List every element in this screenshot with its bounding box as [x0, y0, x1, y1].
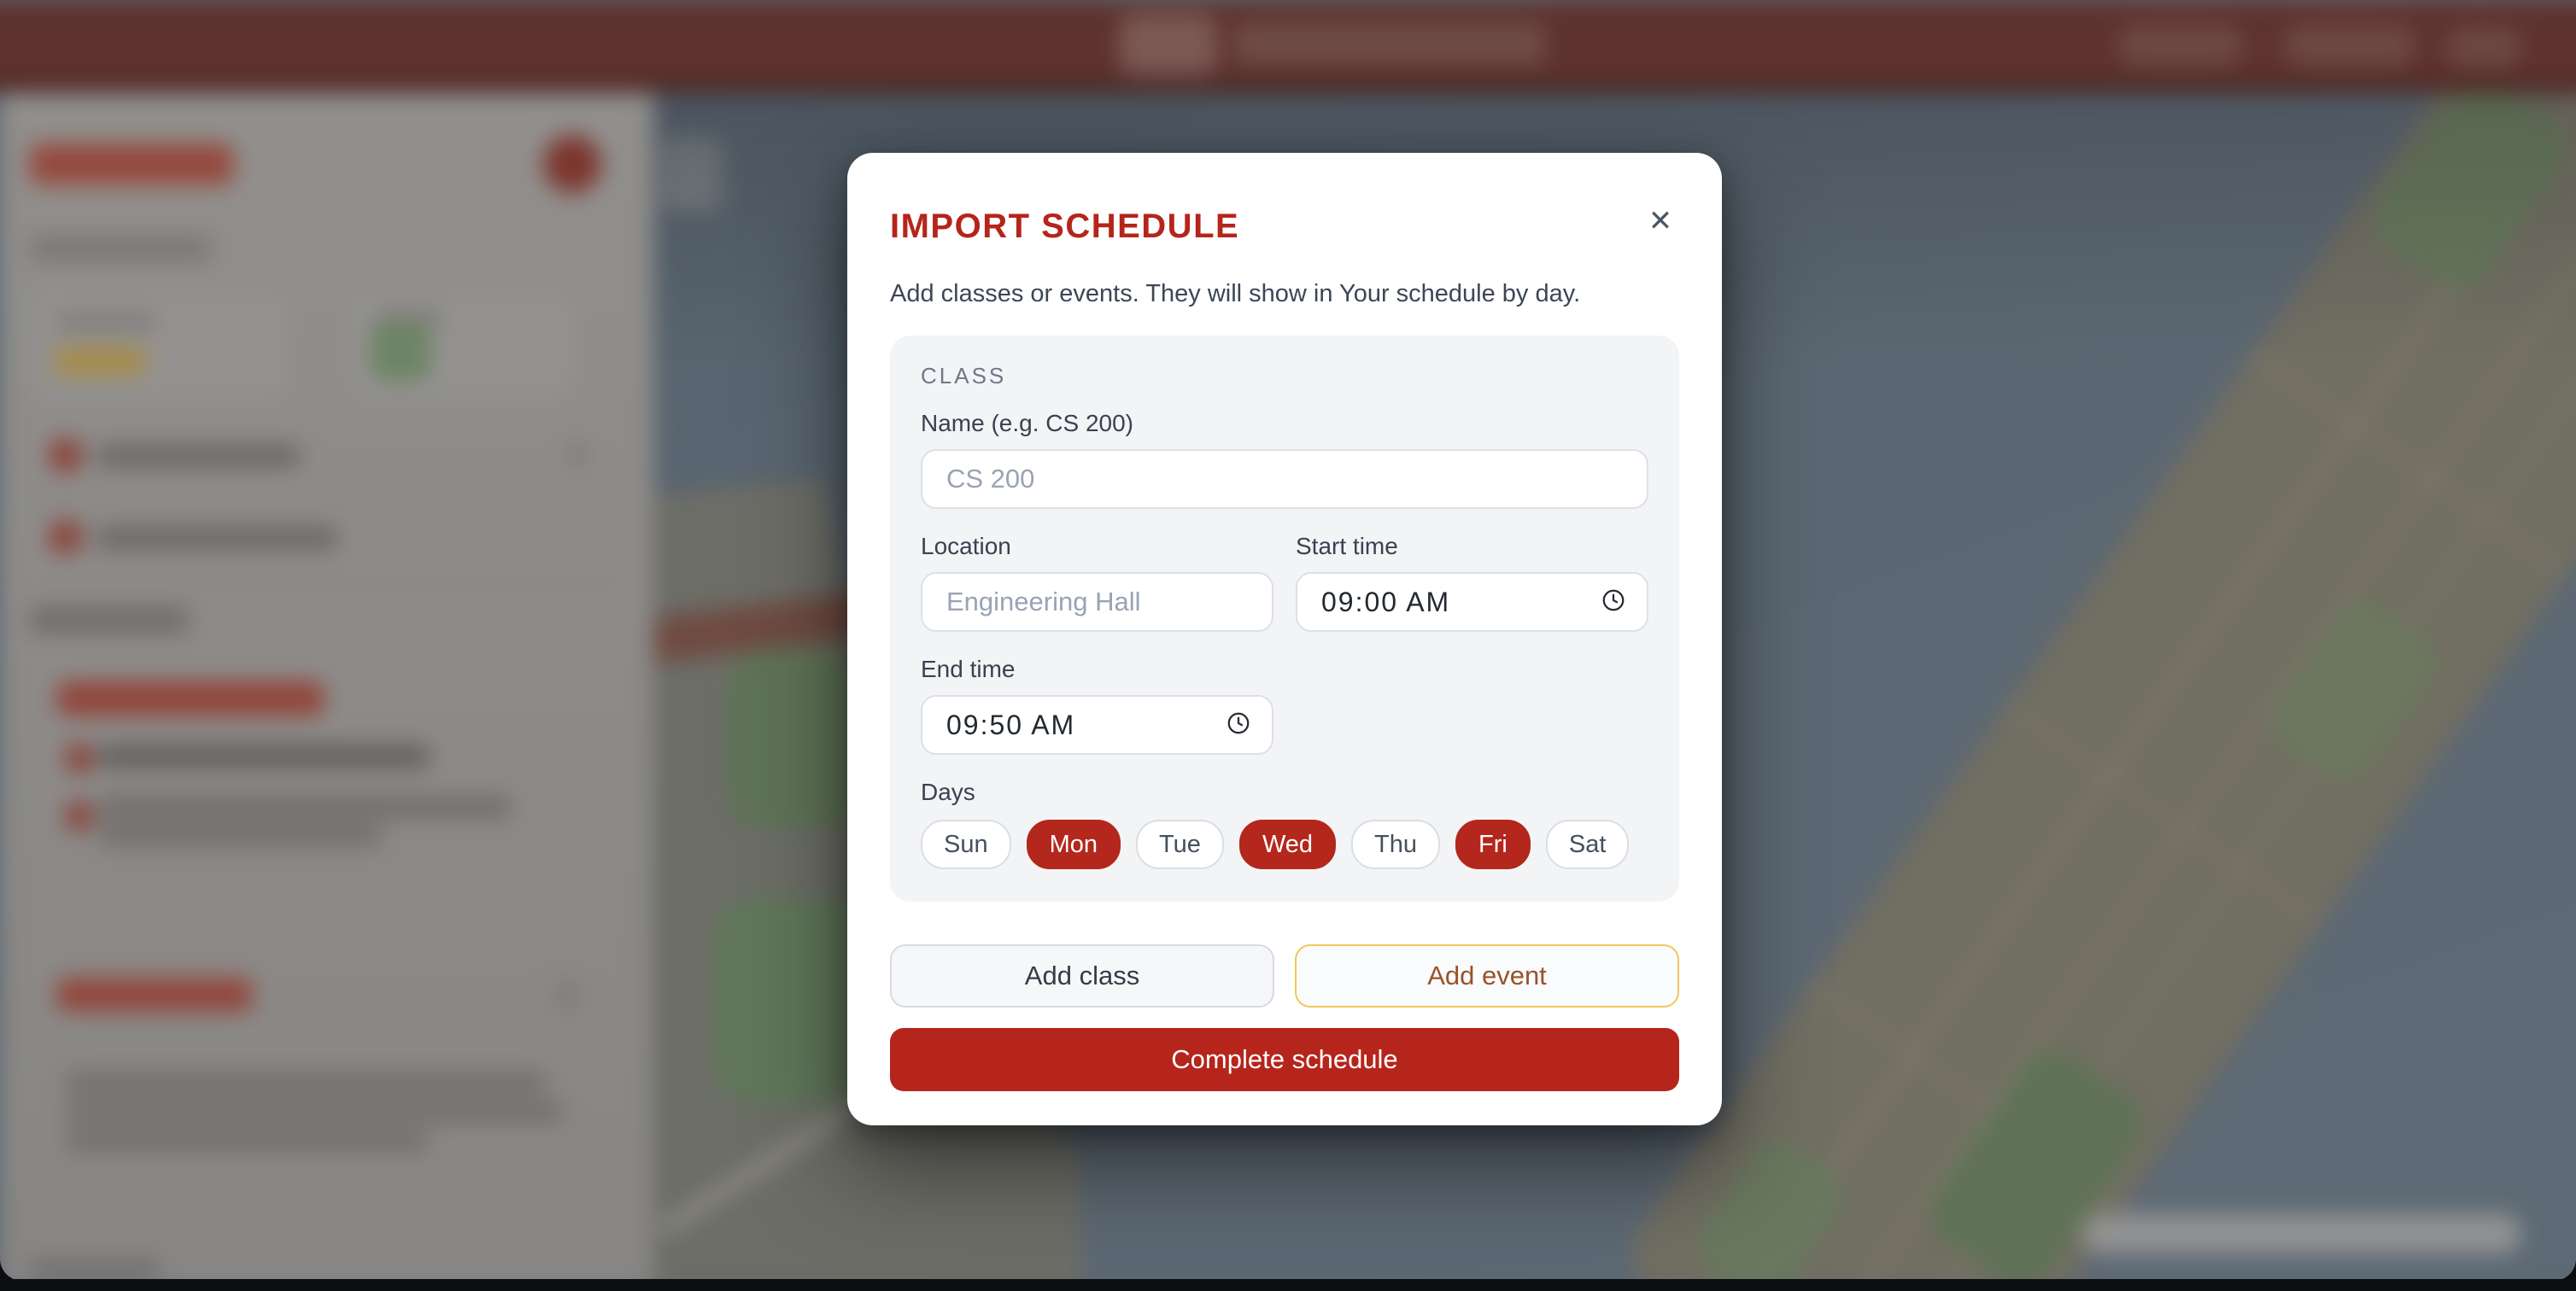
map-attribution-blob: [2082, 1214, 2521, 1253]
sidebar-alert-2-icon: [64, 801, 95, 832]
sidebar-red-heading-blob: [57, 681, 324, 716]
nav-link-blob-1: [2116, 24, 2245, 67]
dialog-title: IMPORT SCHEDULE: [890, 207, 1240, 245]
sidebar-stat-card-2: [354, 297, 570, 393]
close-icon: ✕: [1648, 205, 1673, 237]
sidebar-row-1-chevron: [569, 442, 586, 468]
clock-icon[interactable]: [1226, 710, 1251, 740]
end-time-input[interactable]: 09:50 AM: [921, 695, 1273, 755]
sidebar-row-2-text: [96, 526, 338, 550]
class-name-input[interactable]: [921, 449, 1648, 509]
sidebar-card-red-heading: [57, 978, 252, 1011]
class-section-label: CLASS: [921, 363, 1007, 388]
sidebar-row-1-icon: [50, 439, 82, 471]
sidebar-row-2-icon: [50, 521, 82, 553]
app-logo-icon: [1119, 14, 1217, 75]
bottom-screen-edge: [0, 1279, 2576, 1291]
complete-schedule-button[interactable]: Complete schedule: [890, 1028, 1679, 1091]
start-time-value: 09:00 AM: [1321, 586, 1451, 617]
stat-card-2-label: [375, 309, 445, 326]
start-time-input[interactable]: 09:00 AM: [1296, 572, 1648, 632]
import-schedule-dialog: IMPORT SCHEDULE ✕ Add classes or events.…: [847, 153, 1722, 1125]
nav-link-blob-3: [2444, 27, 2523, 67]
class-form-card: CLASS Name (e.g. CS 200) Location Start …: [890, 336, 1679, 902]
sidebar-card-text-line3: [66, 1130, 428, 1151]
island-park-3: [2259, 590, 2449, 794]
map-zoom-control-blob: [661, 137, 723, 212]
sidebar-card-text-line1: [66, 1072, 546, 1093]
sidebar-divider-1: [30, 499, 624, 501]
stat-card-1-label: [55, 313, 157, 331]
name-label: Name (e.g. CS 200): [921, 410, 1133, 436]
days-label: Days: [921, 779, 975, 805]
end-time-label: End time: [921, 656, 1016, 682]
location-input[interactable]: [921, 572, 1273, 632]
add-event-button[interactable]: Add event: [1295, 944, 1679, 1008]
days-row: Sun Mon Tue Wed Thu Fri Sat: [921, 820, 1648, 869]
sidebar-divider-2: [30, 579, 624, 581]
island-park-5: [1683, 1129, 1856, 1281]
sidebar-title-blob: [30, 143, 233, 184]
sidebar-stat-card-1: [36, 297, 285, 393]
day-chip-tue[interactable]: Tue: [1136, 820, 1224, 869]
day-chip-mon[interactable]: Mon: [1026, 820, 1121, 869]
dialog-header: IMPORT SCHEDULE ✕: [890, 202, 1679, 246]
day-chip-wed[interactable]: Wed: [1238, 820, 1337, 869]
sidebar-card-chevron: [557, 982, 576, 1008]
sidebar-alert-2-text-line2: [98, 825, 382, 845]
sidebar-alert-1-icon: [64, 743, 95, 774]
sidebar-bottom-partial-text: [30, 1260, 160, 1279]
end-time-value: 09:50 AM: [946, 709, 1076, 740]
location-label: Location: [921, 533, 1011, 559]
map-park-1: [726, 649, 863, 828]
day-chip-fri[interactable]: Fri: [1455, 820, 1531, 869]
nav-link-blob-2: [2282, 24, 2417, 67]
day-chip-sun[interactable]: Sun: [921, 820, 1011, 869]
sidebar-alert-1-text: [98, 745, 430, 768]
sidebar-heading-blob: [30, 236, 211, 261]
day-chip-sat[interactable]: Sat: [1545, 820, 1630, 869]
start-time-label: Start time: [1296, 533, 1398, 559]
sidebar-subheading-blob: [30, 606, 189, 634]
day-chip-thu[interactable]: Thu: [1351, 820, 1441, 869]
add-class-button[interactable]: Add class: [890, 944, 1274, 1008]
close-button[interactable]: ✕: [1642, 202, 1679, 240]
top-nav-bar-edge: [0, 80, 2576, 92]
stat-card-2-value-green: [370, 323, 431, 381]
dialog-subtitle: Add classes or events. They will show in…: [890, 280, 1581, 307]
sidebar-alert-2-text-line1: [98, 796, 512, 818]
sidebar-row-1-text: [96, 444, 301, 468]
sidebar-fab-blob: [543, 135, 601, 193]
stat-card-1-value-yellow: [55, 348, 145, 374]
clock-icon[interactable]: [1601, 587, 1626, 617]
app-logo-text: [1234, 22, 1546, 65]
sidebar-card-text-line2: [66, 1101, 563, 1122]
